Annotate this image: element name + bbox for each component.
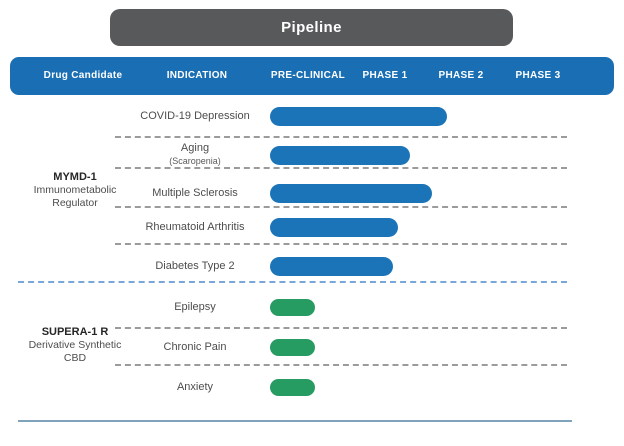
indication-label-sub: (Scaropenia) — [169, 156, 221, 166]
group-description-line: Regulator — [52, 197, 98, 209]
indication-label: Aging (Scaropenia) — [110, 142, 280, 168]
row-divider — [115, 327, 567, 329]
column-header-phase-1: PHASE 1 — [362, 70, 408, 81]
column-header-indication: INDICATION — [166, 70, 228, 81]
indication-label: Anxiety — [176, 381, 214, 393]
drug-candidate-group-mymd-1: MYMD-1 Immunometabolic Regulator — [5, 171, 145, 210]
progress-bar-epilepsy — [270, 299, 315, 316]
group-description-line: CBD — [63, 352, 87, 364]
indication-label: Rheumatoid Arthritis — [145, 221, 245, 233]
progress-bar-aging — [270, 146, 410, 165]
progress-bar-anxiety — [270, 379, 315, 396]
indication-label-main: Aging — [180, 142, 210, 154]
table-header: Drug Candidate INDICATION PRE-CLINICAL P… — [10, 57, 614, 95]
progress-bar-covid-19-depression — [270, 107, 447, 126]
drug-candidate-group-supera-1-r: SUPERA-1 R Derivative Synthetic CBD — [5, 326, 145, 365]
indication-label: Epilepsy — [174, 301, 216, 313]
row-divider — [115, 167, 567, 169]
progress-bar-multiple-sclerosis — [270, 184, 432, 203]
progress-bar-rheumatoid-arthritis — [270, 218, 398, 237]
row-divider — [115, 136, 567, 138]
indication-label: Chronic Pain — [163, 341, 227, 353]
column-header-phase-3: PHASE 3 — [515, 70, 561, 81]
group-description-line: Derivative Synthetic — [28, 339, 122, 351]
column-header-pre-clinical: PRE-CLINICAL — [270, 70, 346, 81]
indication-label: Multiple Sclerosis — [152, 187, 238, 199]
progress-bar-chronic-pain — [270, 339, 315, 356]
row-divider — [115, 206, 567, 208]
indication-label: COVID-19 Depression — [140, 110, 250, 122]
page-title: Pipeline — [110, 9, 513, 46]
bottom-border-line — [18, 420, 572, 422]
group-description-line: Immunometabolic — [33, 184, 117, 196]
group-name: MYMD-1 — [53, 171, 97, 183]
progress-bar-diabetes-type-2 — [270, 257, 393, 276]
indication-label: Diabetes Type 2 — [155, 260, 235, 272]
group-name: SUPERA-1 R — [41, 326, 109, 338]
group-divider — [18, 281, 567, 283]
column-header-phase-2: PHASE 2 — [438, 70, 484, 81]
row-divider — [115, 243, 567, 245]
row-divider — [115, 364, 567, 366]
column-header-drug-candidate: Drug Candidate — [43, 70, 123, 81]
